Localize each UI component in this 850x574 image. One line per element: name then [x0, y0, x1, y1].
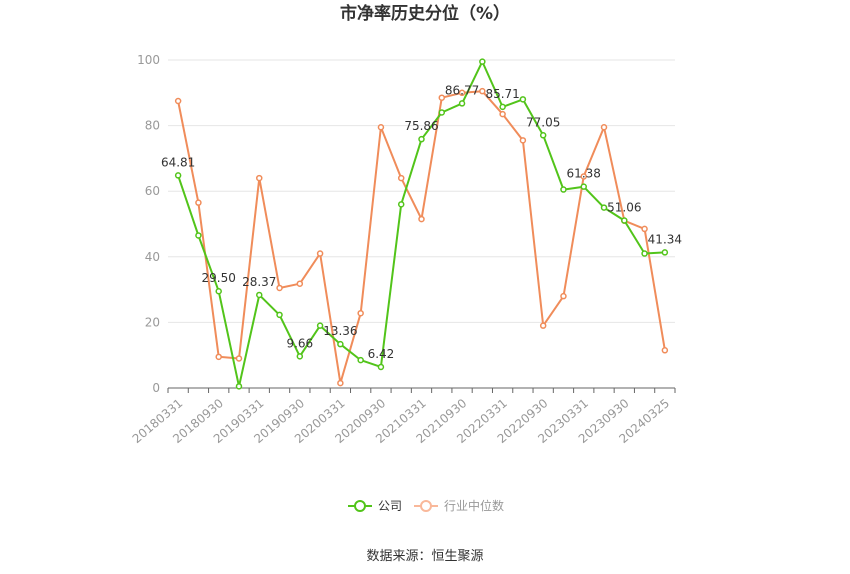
data-point-industry-median	[357, 309, 364, 317]
data-point-company	[195, 232, 202, 239]
data-label: 85.71	[485, 87, 519, 101]
data-point-industry-median	[499, 110, 506, 118]
data-point-industry-median	[519, 137, 527, 144]
data-point-company	[479, 58, 486, 65]
data-point-industry-median	[479, 87, 486, 95]
data-label: 75.86	[404, 119, 438, 133]
data-point-company	[256, 291, 263, 299]
data-label: 41.34	[648, 232, 682, 246]
data-label: 13.36	[323, 324, 357, 338]
data-label: 77.05	[526, 115, 560, 129]
legend-company-label: 公司	[378, 499, 402, 513]
data-point-industry-median	[215, 353, 222, 361]
data-point-company	[600, 204, 608, 211]
y-tick-label-40: 40	[145, 250, 160, 264]
legend-industry-label: 行业中位数	[444, 498, 504, 513]
grid	[168, 59, 675, 323]
data-point-industry-median	[174, 97, 182, 105]
data-point-industry-median	[438, 94, 446, 101]
data-point-industry-median	[539, 322, 547, 329]
y-tick-label-0: 0	[152, 381, 160, 395]
data-point-industry-median	[235, 355, 243, 362]
y-axis: 0 20 40 60 80 100	[137, 53, 160, 395]
data-point-industry-median	[458, 89, 466, 97]
data-point-industry-median	[337, 379, 344, 387]
y-tick-label-60: 60	[145, 184, 160, 198]
data-point-industry-median	[418, 215, 425, 223]
data-point-industry-median	[256, 174, 263, 182]
data-point-company	[174, 172, 182, 179]
data-point-company	[337, 340, 344, 348]
data-point-industry-median	[276, 284, 283, 292]
data-point-industry-median	[600, 123, 608, 131]
data-point-industry-median	[580, 173, 587, 180]
data-point-industry-median	[661, 347, 669, 354]
data-point-company	[215, 287, 222, 295]
legend-industry-marker	[420, 500, 432, 512]
data-point-company	[316, 322, 324, 329]
data-point-industry-median	[377, 123, 385, 131]
data-label: 9.66	[286, 336, 313, 350]
data-point-company	[458, 100, 466, 107]
legend-item-company[interactable]: 公司	[348, 499, 402, 513]
data-point-company	[621, 217, 628, 224]
series-layer	[174, 58, 669, 390]
data-label: 86.77	[445, 83, 479, 97]
data-point-company	[397, 201, 405, 208]
legend[interactable]: 公司 行业中位数	[348, 498, 504, 513]
chart-title: 市净率历史分位（%）	[340, 3, 510, 24]
data-point-company	[438, 109, 446, 116]
data-point-industry-median	[195, 199, 202, 206]
data-point-company	[560, 186, 567, 193]
data-label: 28.37	[242, 275, 276, 289]
x-axis: 2018033120180930201903312019093020200331…	[130, 387, 676, 446]
data-point-company	[357, 356, 364, 364]
data-point-company	[661, 249, 669, 256]
data-point-company	[296, 353, 304, 360]
data-point-company	[276, 311, 283, 319]
y-tick-label-80: 80	[145, 119, 160, 133]
y-tick-label-20: 20	[145, 315, 160, 329]
legend-company-marker	[354, 500, 366, 512]
data-point-industry-median	[316, 250, 324, 257]
data-point-industry-median	[560, 292, 567, 300]
y-tick-label-100: 100	[137, 53, 160, 67]
data-point-company	[580, 183, 587, 190]
data-label: 51.06	[607, 201, 641, 215]
data-labels: 64.81 29.50 28.37 9.66 13.36 6.42 75.86 86.77 85…	[161, 83, 682, 361]
data-point-company	[499, 103, 506, 111]
data-point-industry-median	[296, 280, 304, 287]
series-line-company	[177, 60, 665, 388]
data-point-company	[539, 132, 547, 139]
data-point-industry-median	[641, 225, 648, 233]
data-point-company	[641, 250, 648, 257]
legend-item-industry-median[interactable]: 行业中位数	[414, 498, 504, 513]
data-source: 数据来源：恒生聚源	[366, 549, 483, 564]
data-label: 61.38	[567, 167, 601, 181]
data-label: 29.50	[202, 271, 236, 285]
data-point-company	[377, 363, 385, 371]
data-point-industry-median	[397, 174, 405, 182]
data-point-company	[519, 96, 527, 103]
data-label: 6.42	[368, 347, 395, 361]
series-line-industry-median	[177, 90, 666, 385]
data-point-company	[418, 135, 425, 143]
data-point-company	[235, 383, 243, 390]
data-label: 64.81	[161, 155, 195, 169]
